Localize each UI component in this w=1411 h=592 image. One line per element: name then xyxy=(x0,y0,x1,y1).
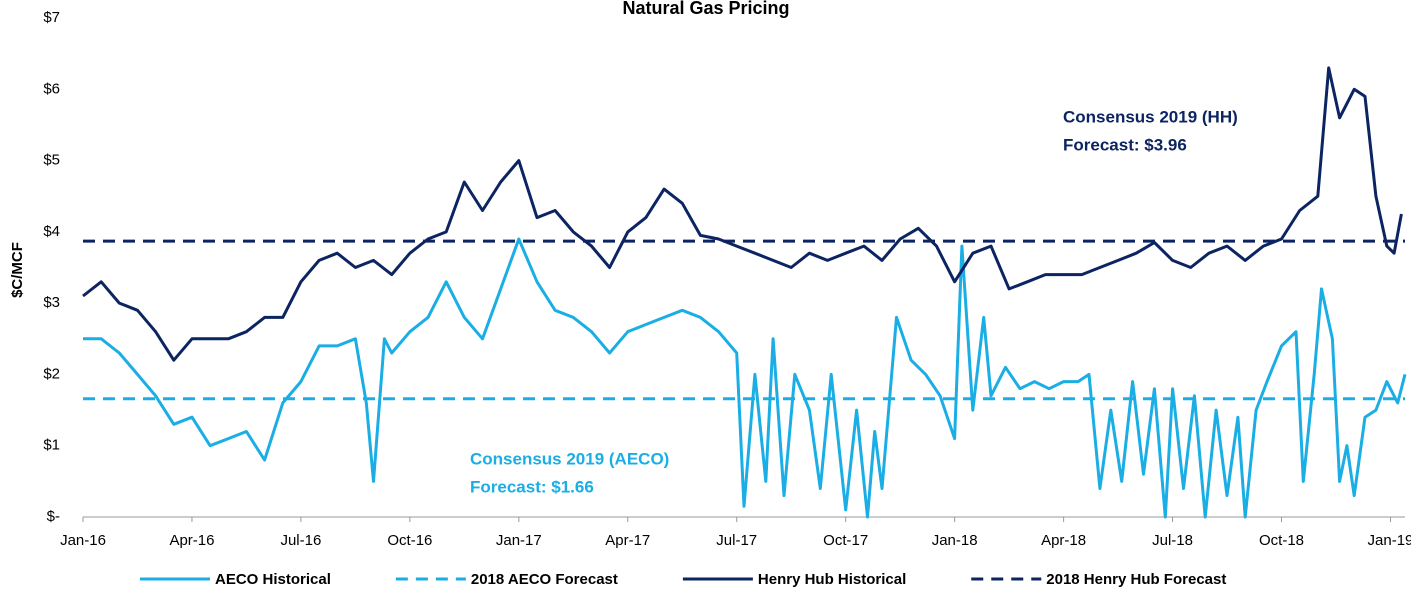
x-tick-label: Oct-16 xyxy=(387,532,432,549)
y-tick-label: $2 xyxy=(43,365,60,382)
x-tick-label: Jul-18 xyxy=(1152,532,1193,549)
series-line xyxy=(82,66,1403,362)
y-axis-label: $C/MCF xyxy=(9,242,26,298)
y-tick-label: $- xyxy=(47,508,60,525)
y-tick-label: $4 xyxy=(43,223,60,240)
annotation: Consensus 2019 (AECO) xyxy=(470,449,669,468)
x-tick-label: Jul-16 xyxy=(280,532,321,549)
annotation: Consensus 2019 (HH) xyxy=(1063,107,1238,126)
series-line xyxy=(83,237,1407,519)
y-tick-label: $1 xyxy=(43,437,60,454)
y-tick-label: $3 xyxy=(43,294,60,311)
legend-label: AECO Historical xyxy=(215,571,331,588)
x-tick-label: Apr-18 xyxy=(1041,532,1086,549)
chart-title: Natural Gas Pricing xyxy=(622,0,789,18)
annotation: Forecast: $3.96 xyxy=(1063,135,1187,154)
x-tick-label: Jul-17 xyxy=(716,532,757,549)
legend-label: 2018 AECO Forecast xyxy=(471,571,618,588)
legend-label: Henry Hub Historical xyxy=(758,571,906,588)
x-tick-label: Oct-17 xyxy=(823,532,868,549)
y-tick-label: $6 xyxy=(43,80,60,97)
x-tick-label: Jan-16 xyxy=(60,532,106,549)
annotation: Forecast: $1.66 xyxy=(470,477,594,496)
legend-label: 2018 Henry Hub Forecast xyxy=(1046,571,1226,588)
x-tick-label: Oct-18 xyxy=(1259,532,1304,549)
y-tick-label: $5 xyxy=(43,152,60,169)
x-tick-label: Apr-16 xyxy=(169,532,214,549)
x-tick-label: Apr-17 xyxy=(605,532,650,549)
x-tick-label: Jan-17 xyxy=(496,532,542,549)
y-tick-label: $7 xyxy=(43,9,60,26)
x-tick-label: Jan-19 xyxy=(1368,532,1411,549)
x-tick-label: Jan-18 xyxy=(932,532,978,549)
